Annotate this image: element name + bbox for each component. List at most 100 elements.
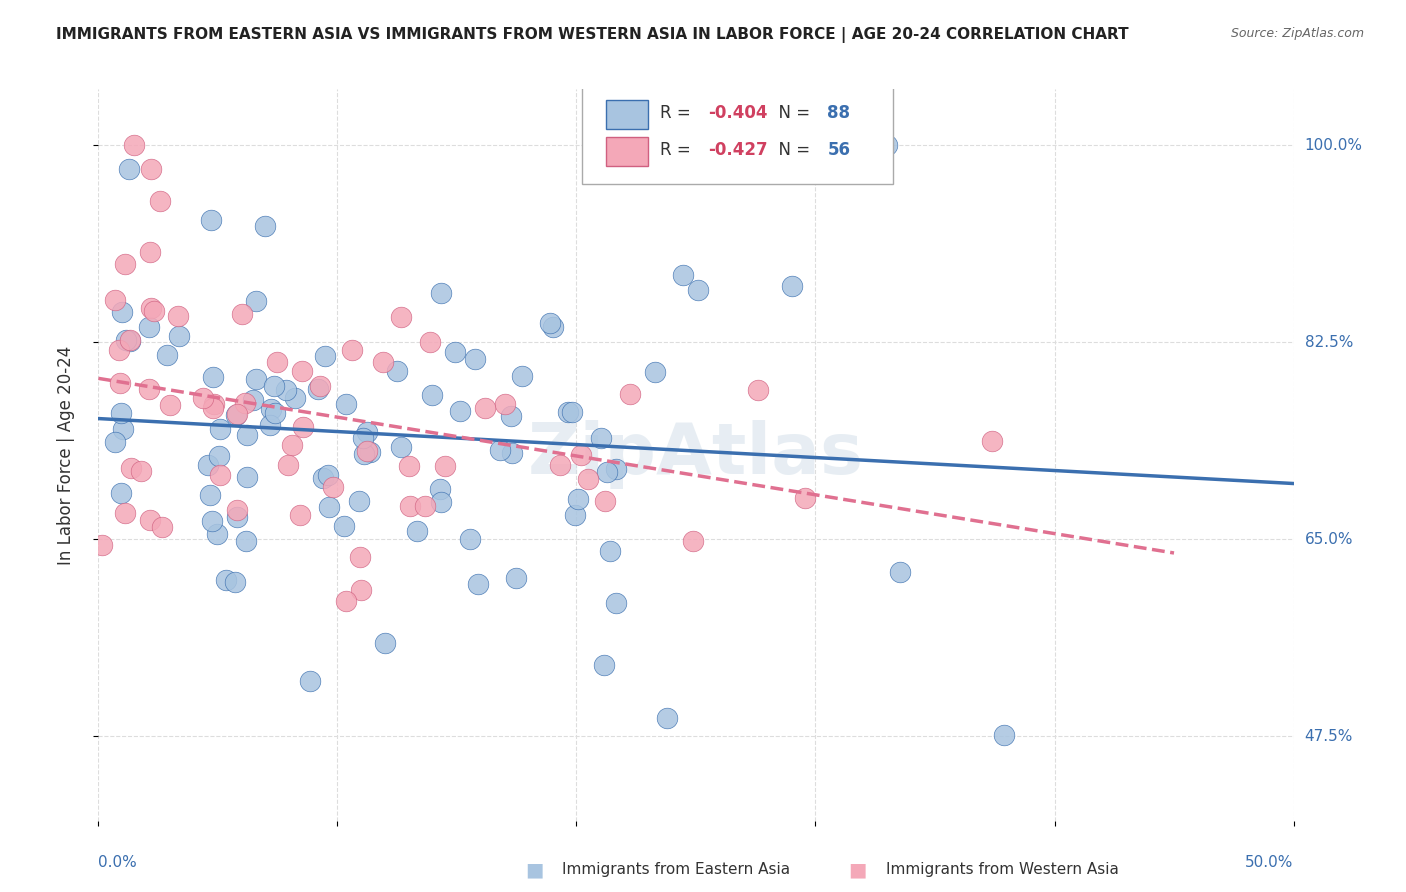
Text: -0.427: -0.427 (709, 141, 768, 159)
FancyBboxPatch shape (606, 100, 648, 129)
Point (129, 464, 152, 478)
Point (167, 329, 190, 343)
Point (564, 508, 586, 522)
Point (266, 355, 288, 369)
Text: 50.0%: 50.0% (1246, 855, 1294, 871)
Point (114, 507, 136, 521)
Point (225, 509, 247, 524)
Text: 47.5%: 47.5% (1305, 729, 1353, 744)
FancyBboxPatch shape (582, 82, 893, 185)
Point (342, 343, 364, 357)
Point (225, 409, 247, 423)
Point (110, 486, 132, 500)
Text: ■: ■ (524, 860, 544, 880)
Point (139, 513, 162, 527)
Point (108, 376, 131, 391)
Point (104, 435, 127, 450)
Point (644, 365, 666, 379)
Point (201, 369, 224, 384)
Text: Immigrants from Eastern Asia: Immigrants from Eastern Asia (562, 863, 790, 877)
Point (561, 405, 583, 419)
Point (307, 382, 329, 396)
Point (235, 534, 257, 549)
Point (501, 409, 523, 424)
Point (156, 348, 179, 362)
Point (793, 491, 815, 506)
Point (209, 467, 232, 482)
Point (434, 459, 457, 474)
Point (138, 382, 160, 396)
Point (429, 482, 451, 496)
Text: Immigrants from Western Asia: Immigrants from Western Asia (886, 863, 1119, 877)
Point (429, 285, 451, 300)
Point (605, 596, 627, 610)
Point (284, 391, 307, 405)
Point (398, 459, 420, 474)
Point (605, 461, 627, 475)
Point (619, 387, 641, 401)
Point (316, 467, 339, 482)
Point (373, 355, 395, 369)
Point (115, 333, 138, 347)
Point (356, 444, 378, 458)
Point (458, 533, 481, 547)
Point (488, 442, 510, 457)
Text: 56: 56 (827, 141, 851, 159)
Text: ZipAtlas: ZipAtlas (529, 420, 863, 490)
Point (200, 213, 222, 227)
Point (139, 162, 162, 177)
Point (201, 514, 224, 528)
Text: IMMIGRANTS FROM EASTERN ASIA VS IMMIGRANTS FROM WESTERN ASIA IN LABOR FORCE | AG: IMMIGRANTS FROM EASTERN ASIA VS IMMIGRAN… (56, 27, 1129, 43)
FancyBboxPatch shape (606, 136, 648, 166)
Point (292, 420, 315, 434)
Point (510, 368, 533, 383)
Point (288, 508, 311, 523)
Point (209, 422, 232, 436)
Point (852, 138, 875, 153)
Point (260, 401, 283, 416)
Point (111, 422, 134, 436)
Point (277, 458, 299, 473)
Point (245, 293, 267, 308)
Point (143, 304, 166, 318)
Point (349, 550, 371, 565)
Point (359, 445, 381, 459)
Point (655, 711, 678, 725)
Point (599, 543, 621, 558)
Point (139, 301, 162, 316)
Point (281, 438, 304, 452)
Point (108, 343, 131, 357)
Point (263, 379, 285, 393)
Point (391, 440, 413, 454)
Point (449, 403, 471, 417)
Text: 100.0%: 100.0% (1305, 138, 1362, 153)
Point (253, 219, 276, 233)
Point (191, 391, 214, 405)
Point (541, 319, 564, 334)
Text: N =: N = (768, 141, 815, 159)
Point (291, 364, 314, 378)
Point (159, 398, 181, 412)
Point (167, 309, 190, 323)
Point (298, 674, 321, 689)
Point (474, 401, 496, 415)
Point (557, 405, 579, 419)
Point (443, 344, 465, 359)
Point (110, 406, 132, 420)
Text: R =: R = (661, 104, 696, 122)
Point (349, 494, 371, 508)
Point (567, 492, 589, 507)
Text: 82.5%: 82.5% (1305, 334, 1353, 350)
Point (118, 161, 141, 176)
Point (197, 458, 219, 473)
Point (592, 657, 614, 672)
Point (111, 305, 134, 319)
Y-axis label: In Labor Force | Age 20-24: In Labor Force | Age 20-24 (56, 345, 75, 565)
Point (236, 427, 259, 442)
Point (682, 533, 704, 548)
Text: 65.0%: 65.0% (1305, 532, 1353, 547)
Point (332, 519, 354, 533)
Point (548, 458, 571, 473)
Point (225, 407, 247, 421)
Point (274, 384, 297, 398)
